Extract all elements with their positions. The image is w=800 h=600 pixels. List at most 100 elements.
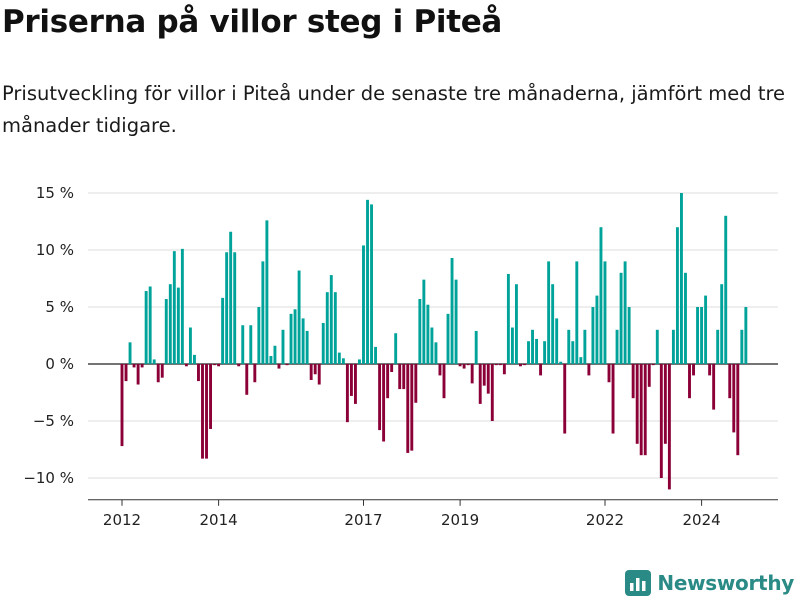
bar-positive	[454, 279, 458, 364]
x-tick-label: 2022	[586, 511, 624, 529]
bar-negative	[631, 364, 635, 399]
bar-negative	[245, 364, 249, 395]
bar-negative	[635, 364, 639, 444]
bar-negative	[382, 364, 386, 442]
bar-negative	[736, 364, 740, 456]
bar-negative	[140, 364, 144, 368]
bar-positive	[704, 295, 708, 364]
bar-positive	[249, 325, 253, 364]
bar-negative	[466, 364, 470, 366]
bars	[120, 193, 748, 490]
bar-positive	[366, 199, 369, 364]
bar-positive	[615, 329, 619, 364]
bar-negative	[277, 364, 281, 369]
bar-negative	[470, 364, 474, 384]
bar-negative	[688, 364, 691, 399]
bar-negative	[587, 364, 591, 376]
bar-positive	[619, 272, 623, 364]
bar-positive	[370, 204, 373, 364]
bar-positive	[591, 307, 595, 364]
bar-negative	[156, 364, 160, 383]
bar-positive	[627, 307, 631, 364]
bar-positive	[337, 352, 341, 364]
bar-positive	[583, 329, 587, 364]
bar-negative	[539, 364, 543, 376]
bar-positive	[474, 330, 478, 364]
bar-negative	[708, 364, 712, 376]
chart-subtitle: Prisutveckling för villor i Piteå under …	[2, 82, 786, 137]
bar-positive	[595, 295, 599, 364]
bar-positive	[543, 341, 547, 364]
brand-logo: Newsworthy	[625, 568, 794, 598]
bar-negative	[667, 364, 671, 490]
bar-positive	[684, 272, 687, 364]
bar-negative	[136, 364, 140, 385]
bar-positive	[724, 215, 728, 364]
bar-positive	[535, 338, 539, 364]
bar-positive	[273, 345, 277, 364]
bar-positive	[700, 307, 704, 364]
bar-positive	[374, 346, 378, 364]
bar-negative	[498, 364, 502, 366]
x-tick-label: 2019	[441, 511, 479, 529]
bar-positive	[446, 313, 450, 364]
bar-negative	[132, 364, 136, 368]
x-tick-label: 2017	[344, 511, 382, 529]
bar-positive	[229, 231, 233, 364]
y-tick-label: 10 %	[36, 241, 74, 259]
bar-positive	[152, 359, 156, 364]
chart-title: Priserna på villor steg i Piteå	[2, 4, 503, 40]
y-tick-label: 15 %	[36, 184, 74, 202]
bar-positive	[579, 357, 583, 364]
bar-positive	[333, 292, 337, 364]
bar-negative	[414, 364, 418, 403]
bar-positive	[571, 341, 575, 364]
bar-negative	[160, 364, 164, 378]
bar-positive	[559, 361, 563, 364]
bar-positive	[450, 257, 454, 364]
bar-chart-logo-icon	[625, 570, 652, 596]
bar-positive	[422, 279, 426, 364]
bar-negative	[313, 364, 317, 375]
bar-positive	[297, 270, 301, 364]
brand-name: Newsworthy	[657, 571, 794, 595]
x-axis: 2012 2014 2017 2019 2022 2024	[88, 499, 778, 529]
bar-positive	[696, 307, 699, 364]
bar-positive	[394, 333, 398, 364]
y-tick-label: −5 %	[33, 412, 74, 430]
bar-negative	[317, 364, 321, 385]
annotations: 5 %	[758, 0, 787, 4]
bar-positive	[329, 275, 333, 364]
bar-negative	[494, 364, 498, 366]
bar-positive	[599, 227, 603, 364]
y-tick-label: 0 %	[45, 355, 74, 373]
bar-positive	[675, 227, 679, 364]
bar-positive	[225, 252, 229, 364]
bar-positive	[164, 299, 168, 364]
bar-negative	[184, 364, 188, 367]
bar-negative	[651, 364, 655, 366]
bar-negative	[659, 364, 663, 478]
bar-positive	[358, 359, 361, 364]
bar-negative	[611, 364, 615, 434]
bar-positive	[527, 341, 530, 364]
bar-negative	[390, 364, 394, 372]
bar-negative	[349, 364, 353, 396]
bar-negative	[345, 364, 349, 423]
bar-positive	[575, 261, 579, 364]
bar-positive	[221, 297, 225, 364]
x-tick-label: 2012	[103, 511, 141, 529]
bar-positive	[265, 220, 269, 364]
bar-negative	[643, 364, 647, 456]
bar-positive	[720, 284, 724, 364]
bar-negative	[519, 364, 522, 367]
bar-positive	[281, 329, 285, 364]
bar-positive	[325, 292, 329, 364]
bar-negative	[639, 364, 643, 456]
bar-negative	[124, 364, 128, 382]
bar-positive	[305, 330, 309, 364]
bar-positive	[434, 342, 438, 364]
bar-negative	[502, 364, 506, 375]
y-axis: 15 % 10 % 5 % 0 % −5 % −10 %	[23, 184, 74, 487]
bar-positive	[740, 329, 744, 364]
